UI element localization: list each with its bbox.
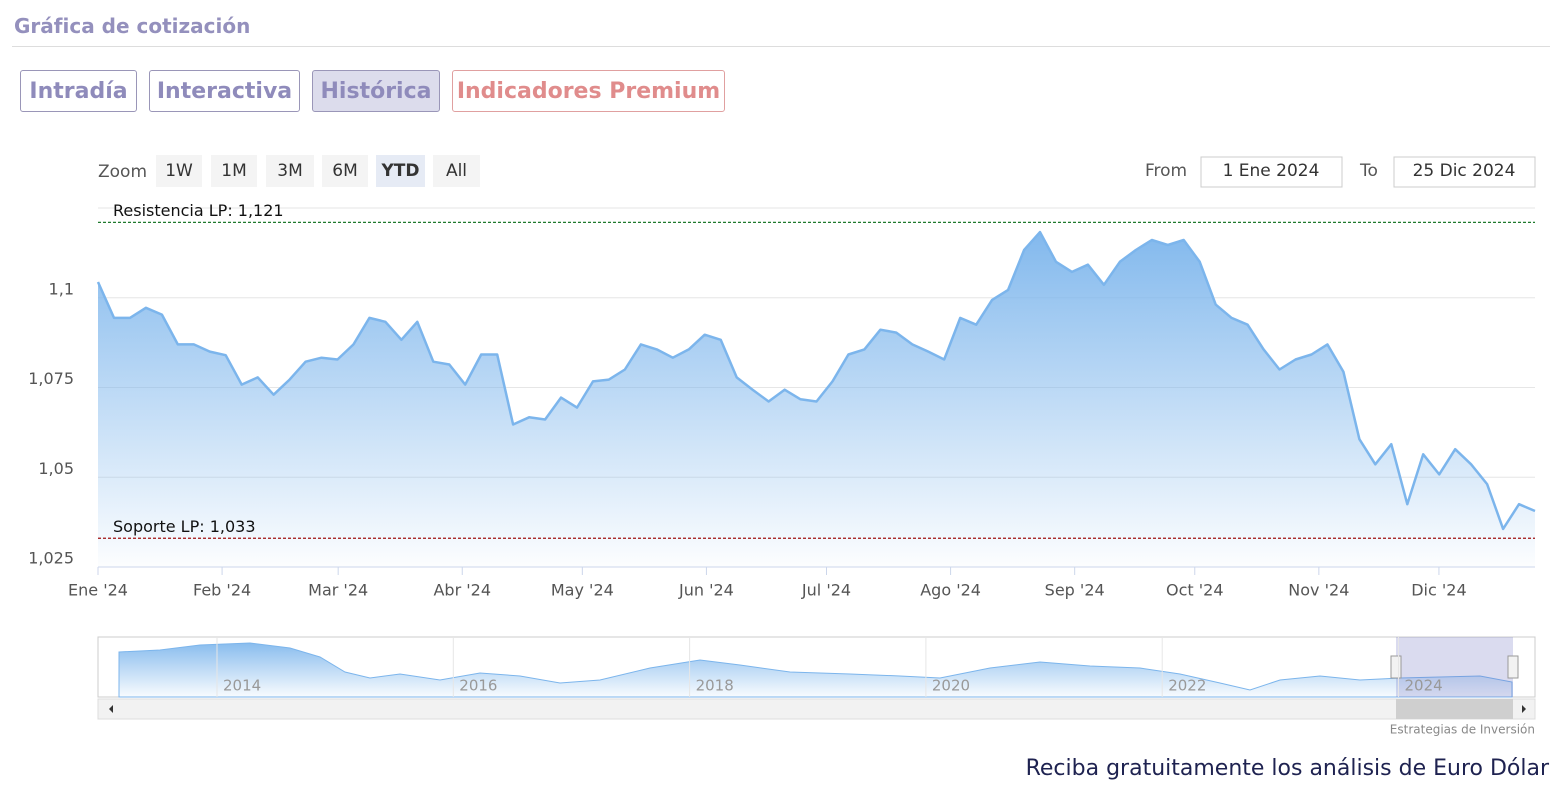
zoom-button-label: 1M [221, 161, 246, 181]
zoom-button[interactable] [156, 155, 202, 187]
x-tick-label: Jul '24 [801, 581, 851, 600]
zoom-button[interactable] [433, 155, 480, 187]
divider [12, 46, 1550, 47]
tab[interactable]: Intradía [20, 70, 137, 112]
navigator-label: 2022 [1168, 677, 1206, 695]
navigator-label: 2020 [932, 677, 970, 695]
navigator-handle[interactable] [1390, 655, 1402, 679]
zoom-button[interactable] [376, 155, 425, 187]
navigator-label: 2018 [696, 677, 734, 695]
scrollbar-thumb[interactable] [1396, 699, 1513, 719]
y-tick-label: 1,075 [28, 369, 74, 388]
x-tick-label: Ago '24 [920, 581, 981, 600]
navigator-label: 2014 [223, 677, 261, 695]
line-series [96, 230, 1536, 531]
x-tick-label: Dic '24 [1411, 581, 1466, 600]
navigator-label: 2016 [459, 677, 497, 695]
zoom-button[interactable] [322, 155, 368, 187]
x-tick-label: Ene '24 [68, 581, 128, 600]
zoom-label: Zoom [98, 162, 147, 182]
navigator-handle[interactable] [1507, 655, 1519, 679]
footer-text: Reciba gratuitamente los análisis de Eur… [1025, 756, 1549, 781]
area-fill [98, 232, 1535, 567]
x-tick-label: Oct '24 [1166, 581, 1224, 600]
level-label: Soporte LP: 1,033 [113, 517, 256, 536]
from-date: 1 Ene 2024 [1223, 161, 1320, 181]
from-label: From [1145, 161, 1187, 181]
date-input[interactable] [1393, 156, 1536, 188]
to-date: 25 Dic 2024 [1413, 161, 1516, 181]
zoom-button[interactable] [266, 155, 314, 187]
zoom-button[interactable] [211, 155, 257, 187]
x-tick-label: Abr '24 [433, 581, 491, 600]
tab[interactable]: Indicadores Premium [452, 70, 725, 112]
x-tick-label: May '24 [551, 581, 614, 600]
y-tick-label: 1,1 [49, 279, 74, 298]
credit: Estrategias de Inversión [1390, 723, 1535, 737]
navigator-label: 2024 [1405, 677, 1443, 695]
x-tick-label: Jun '24 [678, 581, 734, 600]
zoom-button-label: YTD [380, 161, 419, 181]
zoom-button-label: 3M [277, 161, 302, 181]
date-input[interactable] [1200, 156, 1343, 188]
scrollbar [97, 698, 1536, 720]
x-tick-label: Feb '24 [193, 581, 251, 600]
x-tick-label: Sep '24 [1045, 581, 1105, 600]
zoom-button-label: All [446, 161, 467, 181]
scroll-left[interactable] [109, 705, 113, 713]
page-title: Gráfica de cotización [14, 14, 251, 38]
navigator-mask[interactable] [1396, 637, 1513, 697]
level-label: Resistencia LP: 1,121 [113, 201, 284, 220]
tab[interactable]: Interactiva [149, 70, 300, 112]
y-tick-label: 1,05 [38, 459, 74, 478]
x-tick-label: Nov '24 [1288, 581, 1349, 600]
zoom-button-label: 1W [165, 161, 193, 181]
to-label: To [1359, 161, 1378, 181]
x-tick-label: Mar '24 [308, 581, 368, 600]
scroll-right[interactable] [1522, 705, 1526, 713]
tab[interactable]: Histórica [312, 70, 440, 112]
y-tick-label: 1,025 [28, 549, 74, 568]
zoom-button-label: 6M [332, 161, 357, 181]
